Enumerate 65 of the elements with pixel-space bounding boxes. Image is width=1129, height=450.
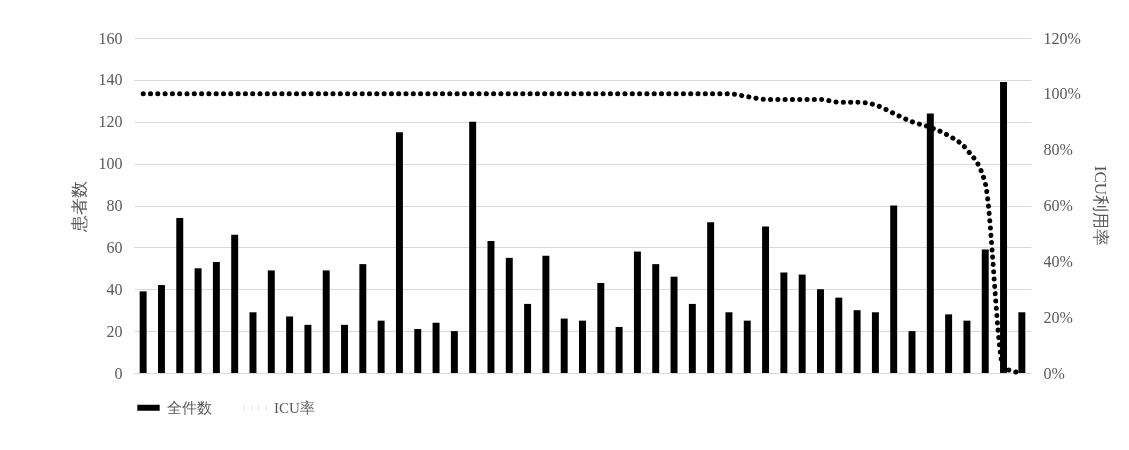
bar [633, 251, 641, 373]
bar [176, 218, 184, 373]
y-tick-label: 60 [106, 238, 123, 256]
bar [267, 270, 275, 373]
bar [524, 303, 532, 373]
y2-tick-label: 80% [1043, 141, 1073, 159]
bar [341, 324, 348, 373]
bar [560, 318, 568, 373]
bar [505, 257, 513, 373]
bar [194, 268, 202, 373]
bar [432, 322, 440, 373]
y-tick-label: 0 [114, 364, 123, 382]
bar [743, 320, 751, 373]
y-tick-label: 80 [106, 197, 123, 214]
y2-tick-label: 100% [1043, 85, 1081, 103]
bar [871, 312, 879, 373]
bar [377, 320, 385, 373]
bar [286, 316, 294, 373]
bar [835, 297, 843, 373]
y2-tick-label: 120% [1043, 29, 1081, 47]
bar [304, 324, 312, 373]
bar [212, 262, 220, 373]
bar [157, 285, 165, 373]
bar [395, 132, 403, 373]
bar [707, 222, 715, 373]
bar [487, 241, 495, 373]
legend-label: ICU率 [274, 399, 315, 416]
y-tick-label: 140 [98, 71, 123, 89]
bar [139, 291, 147, 373]
bar [780, 272, 788, 373]
bar [670, 276, 678, 373]
y-tick-label: 20 [106, 322, 123, 340]
bar [579, 320, 586, 373]
y2-tick-label: 60% [1043, 197, 1073, 214]
bar [762, 226, 770, 373]
bar [597, 282, 605, 373]
bar [450, 331, 458, 373]
bar [359, 264, 367, 373]
bar [688, 303, 696, 373]
bar [615, 326, 623, 373]
y-tick-label: 120 [98, 113, 123, 131]
bar [469, 121, 477, 373]
y2-tick-label: 40% [1043, 252, 1073, 270]
bar [322, 270, 330, 373]
bar [926, 113, 934, 373]
y2-tick-label: 20% [1043, 308, 1073, 326]
y-tick-label: 40 [106, 280, 123, 298]
bar [542, 255, 550, 373]
bar [652, 264, 660, 373]
bar [725, 312, 733, 373]
bar [798, 274, 806, 373]
bar [853, 310, 861, 373]
bar [981, 249, 989, 373]
bar [963, 320, 971, 373]
y-tick-label: 100 [98, 155, 123, 173]
y2-axis-title: ICU利用率 [1090, 165, 1110, 247]
bar [414, 329, 422, 373]
y-tick-label: 160 [98, 29, 123, 47]
legend-label: 全件数 [167, 399, 212, 416]
bar [817, 289, 824, 373]
y-axis-title: 患者数 [69, 180, 89, 233]
y2-tick-label: 0% [1043, 364, 1065, 382]
bar [890, 205, 898, 373]
bar [945, 314, 953, 373]
bar [231, 234, 239, 373]
